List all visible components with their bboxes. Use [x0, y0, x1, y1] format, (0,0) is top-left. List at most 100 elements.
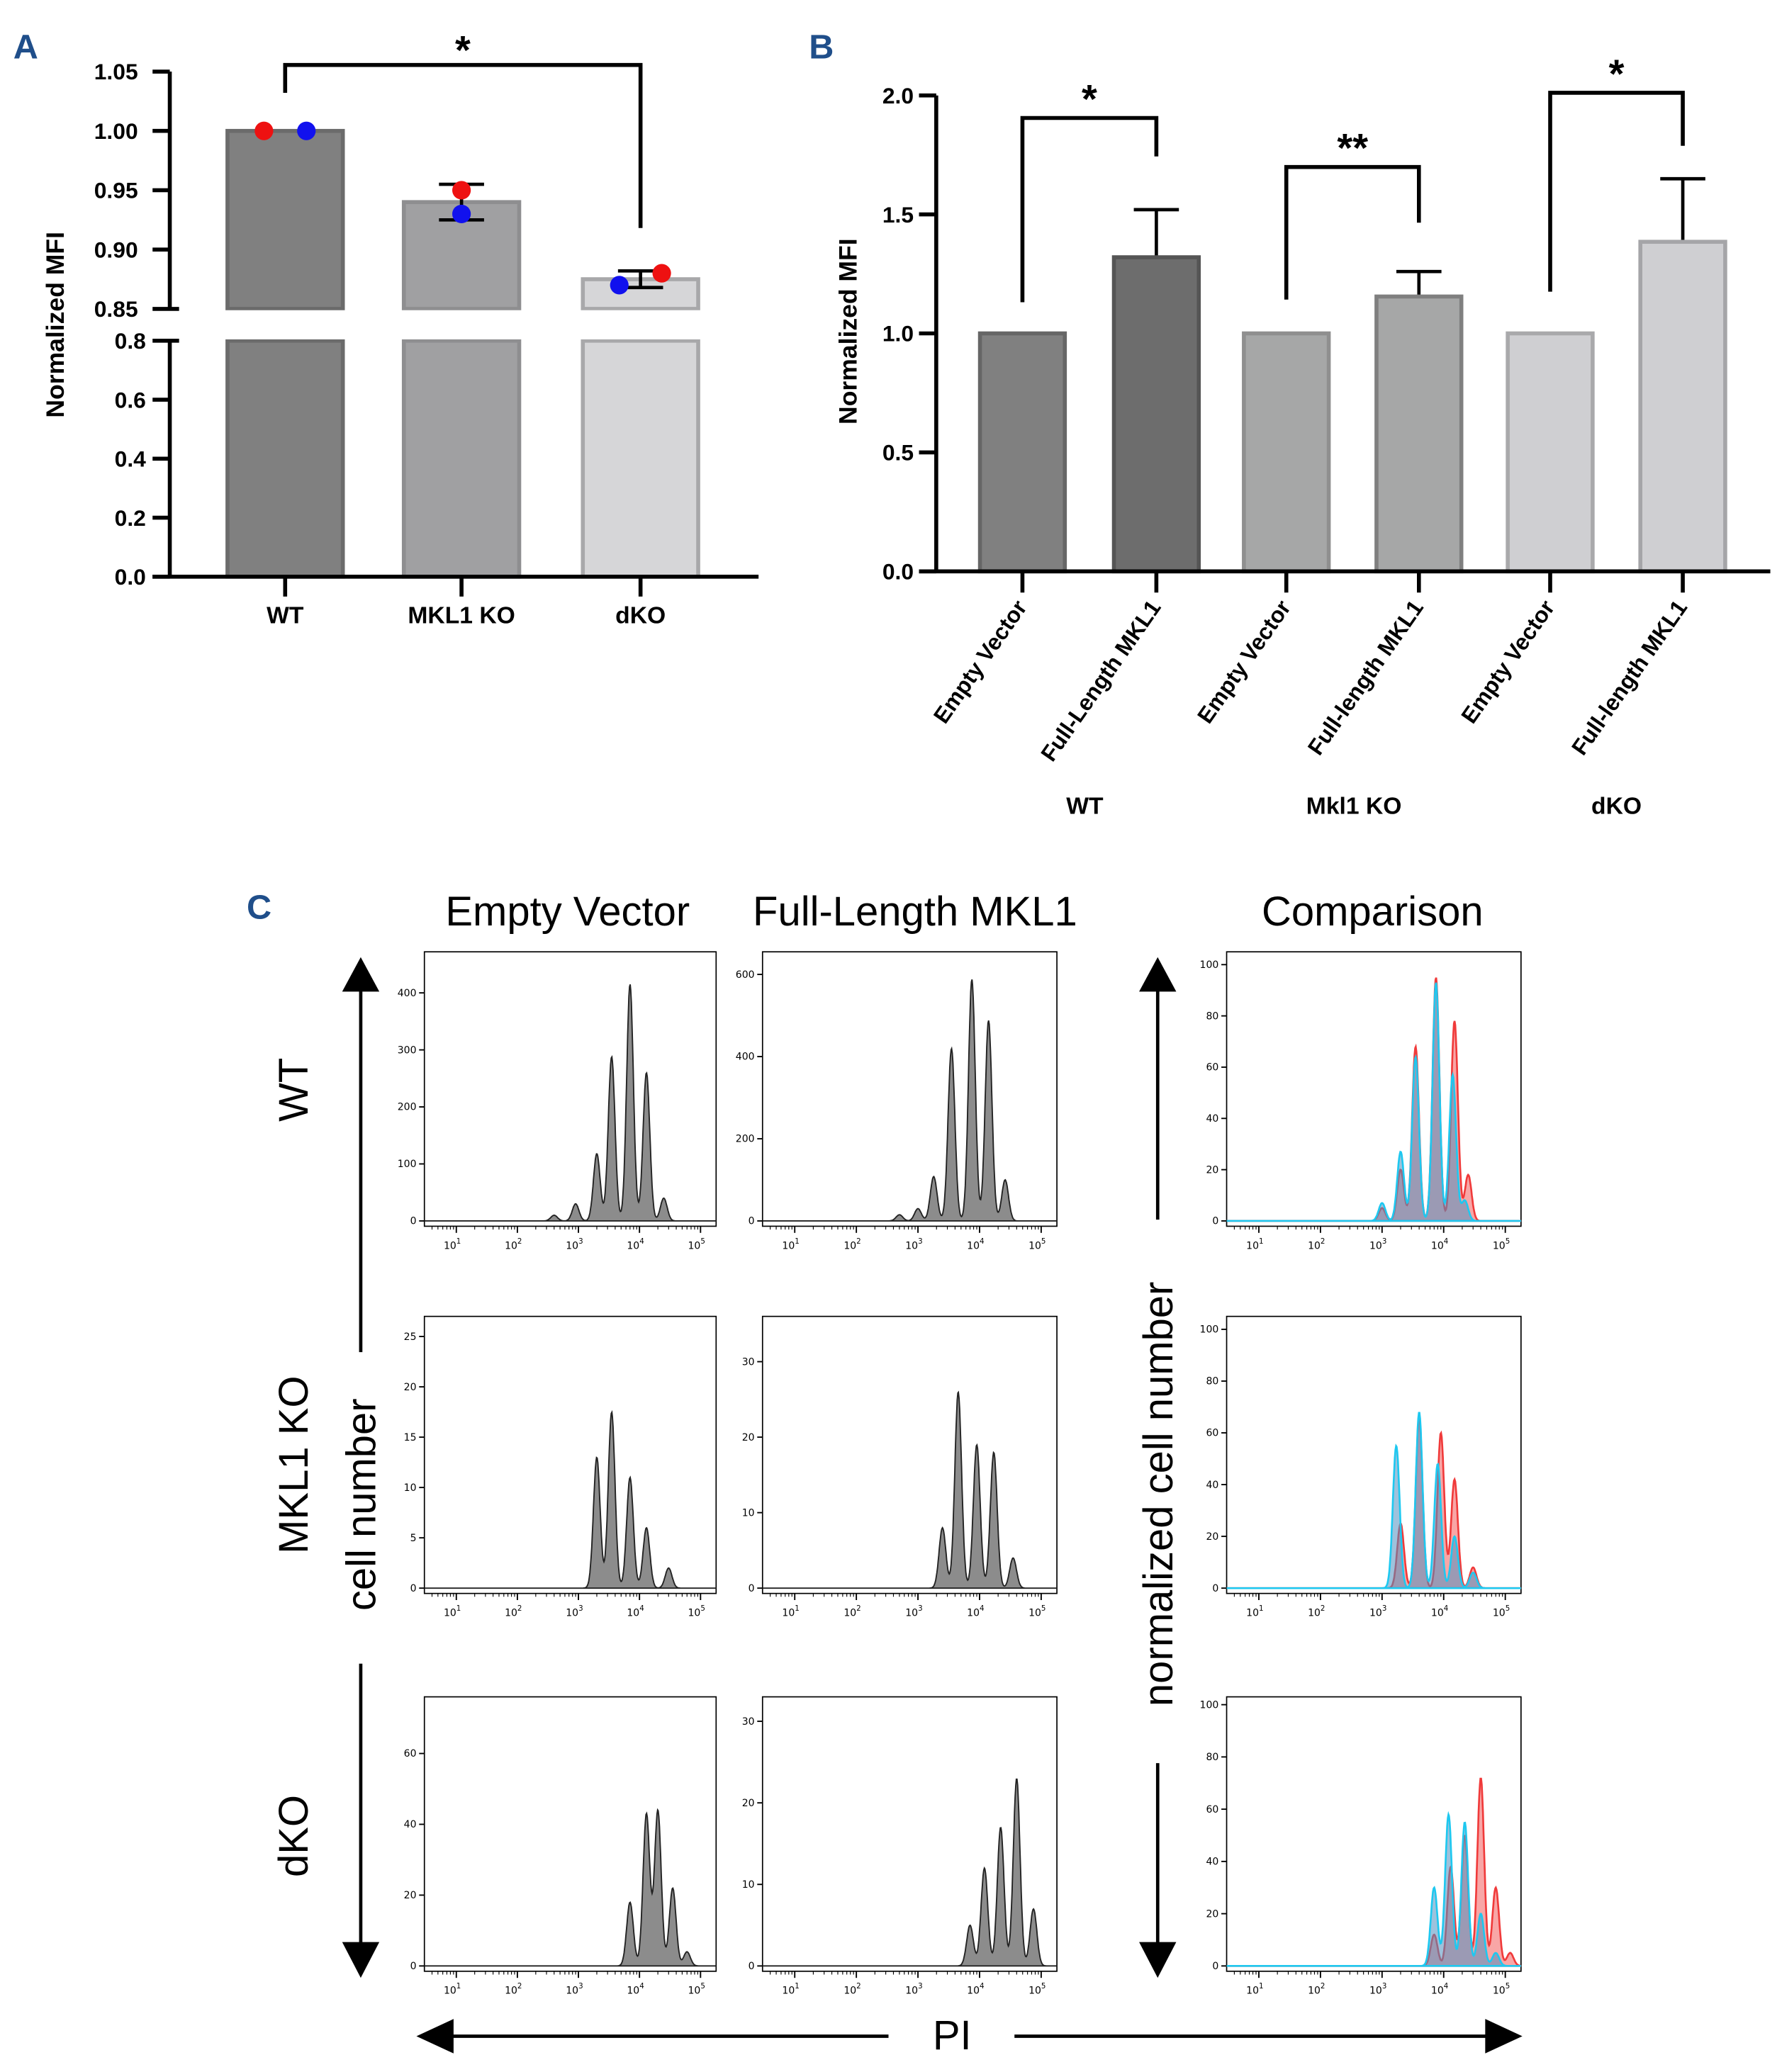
x-tick-label: 105 [1028, 1237, 1046, 1251]
x-tick-exponent: 3 [918, 1982, 923, 1991]
data-point-red [254, 121, 274, 140]
x-tick-exponent: 4 [980, 1237, 985, 1246]
y-tick-label: 20 [742, 1798, 755, 1809]
histogram-frame [761, 1696, 1058, 1972]
bar-upper-WT [225, 128, 345, 311]
x-tick-label: 104 [1431, 1237, 1448, 1251]
x-tick-label: 102 [843, 1237, 861, 1251]
y-tick-label: 40 [1206, 1480, 1218, 1491]
x-tick-exponent: 2 [1321, 1237, 1325, 1246]
x-tick-exponent: 3 [1382, 1604, 1387, 1613]
y-tick-label: 20 [404, 1382, 417, 1393]
histogram-mkl1-ko-full-length-mkl1: 0 10 20 30 101 102 103 104 105 [742, 1315, 1058, 1618]
x-tick-label: 105 [1028, 1982, 1046, 1996]
y-tick-label: 300 [398, 1045, 417, 1056]
data-point-blue [297, 121, 316, 140]
x-tick-exponent: 4 [980, 1982, 985, 1991]
x-tick-label: 105 [1493, 1237, 1510, 1251]
x-tick-label: 101 [1246, 1604, 1263, 1618]
row-label-mkl1-ko: MKL1 KO [271, 1376, 317, 1554]
y-tick-label: 60 [1206, 1062, 1218, 1074]
data-point-red [652, 264, 671, 283]
x-tick-label: 101 [1246, 1982, 1263, 1996]
x-tick-exponent: 3 [918, 1237, 923, 1246]
x-tick-label: 105 [1493, 1604, 1510, 1618]
x-tick-label: 104 [1431, 1604, 1448, 1618]
y-tick-label: 0.8 [115, 328, 146, 354]
x-tick-exponent: 4 [639, 1982, 644, 1991]
x-tick-label: Full-Length MKL1 [1036, 595, 1165, 766]
x-tick-label: 105 [688, 1237, 705, 1251]
x-tick-exponent: 1 [456, 1237, 461, 1246]
x-tick-label: 105 [688, 1604, 705, 1618]
y-tick-label: 0.6 [115, 387, 146, 412]
histogram-area [762, 1390, 1058, 1589]
y-tick-label: 0 [410, 1961, 417, 1972]
x-tick-exponent: 2 [856, 1604, 861, 1613]
y-tick-label: 30 [742, 1356, 755, 1368]
histogram-area-blue [1226, 1412, 1521, 1589]
x-tick-exponent: 4 [980, 1604, 985, 1613]
histogram-area [762, 979, 1058, 1222]
x-axis-label-pi: PI [933, 2013, 972, 2059]
y-axis-label-normalized: normalized cell number [1136, 1282, 1182, 1706]
x-tick-label: 102 [505, 1604, 522, 1618]
histogram-frame [1226, 951, 1522, 1227]
y-tick-label: 0 [1212, 1961, 1218, 1972]
x-tick-exponent: 3 [578, 1604, 583, 1613]
y-tick-label: 100 [1200, 959, 1219, 971]
histogram-frame [423, 1315, 717, 1594]
y-tick-label: 0.0 [115, 564, 146, 590]
significance-label: * [455, 28, 471, 72]
axis-break-gap [578, 310, 702, 339]
x-tick-label: 104 [1431, 1982, 1448, 1996]
x-tick-label: 105 [688, 1982, 705, 1996]
y-tick-label: 1.05 [94, 59, 138, 84]
x-tick-label: Empty Vector [1456, 595, 1559, 728]
y-tick-label: 10 [742, 1507, 755, 1519]
histogram-wt-comparison: 0 20 40 60 80 100 101 102 103 104 105 [1200, 951, 1522, 1251]
histogram-area [424, 984, 717, 1222]
x-tick-label: 105 [1493, 1982, 1510, 1996]
x-tick-label: 104 [627, 1604, 644, 1618]
x-tick-label: 104 [627, 1237, 644, 1251]
x-tick-label: 105 [1028, 1604, 1046, 1618]
panel-b-bar-chart: Normalized MFI Empty Vector Full-Length M… [834, 51, 1771, 820]
y-tick-label: 0.95 [94, 178, 138, 203]
y-tick-label: 0.4 [115, 446, 147, 472]
bar-6 [1638, 240, 1727, 574]
x-tick-label: 102 [1308, 1604, 1325, 1618]
bar-2 [1111, 255, 1201, 574]
y-tick-label: 0 [749, 1216, 755, 1227]
x-tick-label: Full-length MKL1 [1566, 595, 1692, 760]
y-tick-label: 2.0 [882, 83, 914, 108]
x-tick-exponent: 1 [795, 1237, 800, 1246]
y-tick-label: 200 [736, 1134, 755, 1145]
x-tick-label: 101 [444, 1237, 461, 1251]
x-tick-label: 102 [1308, 1237, 1325, 1251]
x-tick-exponent: 1 [1259, 1237, 1264, 1246]
y-tick-label: 40 [1206, 1857, 1218, 1868]
x-tick-exponent: 5 [1506, 1604, 1510, 1613]
x-tick-exponent: 2 [1321, 1982, 1325, 1991]
significance-label: * [1609, 51, 1625, 96]
bar-lower-MKL1 KO [401, 338, 522, 579]
data-point-blue [452, 204, 471, 224]
panel-a-bar-chart: Normalized MFI WT MKL1 KO dKO 0.85 0.90 0.95 1… [41, 28, 759, 629]
y-tick-label: 1.5 [882, 202, 914, 227]
x-tick-label: 103 [566, 1604, 583, 1618]
x-tick-label: 102 [843, 1982, 861, 1996]
histogram-frame [423, 951, 717, 1227]
x-tick-exponent: 1 [1259, 1982, 1264, 1991]
x-tick-exponent: 2 [517, 1237, 522, 1246]
x-tick-exponent: 5 [1041, 1604, 1046, 1613]
bar-1 [977, 331, 1067, 574]
x-tick-label: 104 [967, 1982, 984, 1996]
axis-break-gap [223, 310, 347, 339]
y-tick-label: 40 [404, 1819, 417, 1830]
arrow-up-left [342, 957, 380, 1353]
group-label: dKO [1591, 794, 1642, 820]
histogram-frame [1226, 1315, 1522, 1594]
y-tick-label: 0 [1212, 1216, 1218, 1227]
x-tick-label: Empty Vector [929, 595, 1032, 728]
